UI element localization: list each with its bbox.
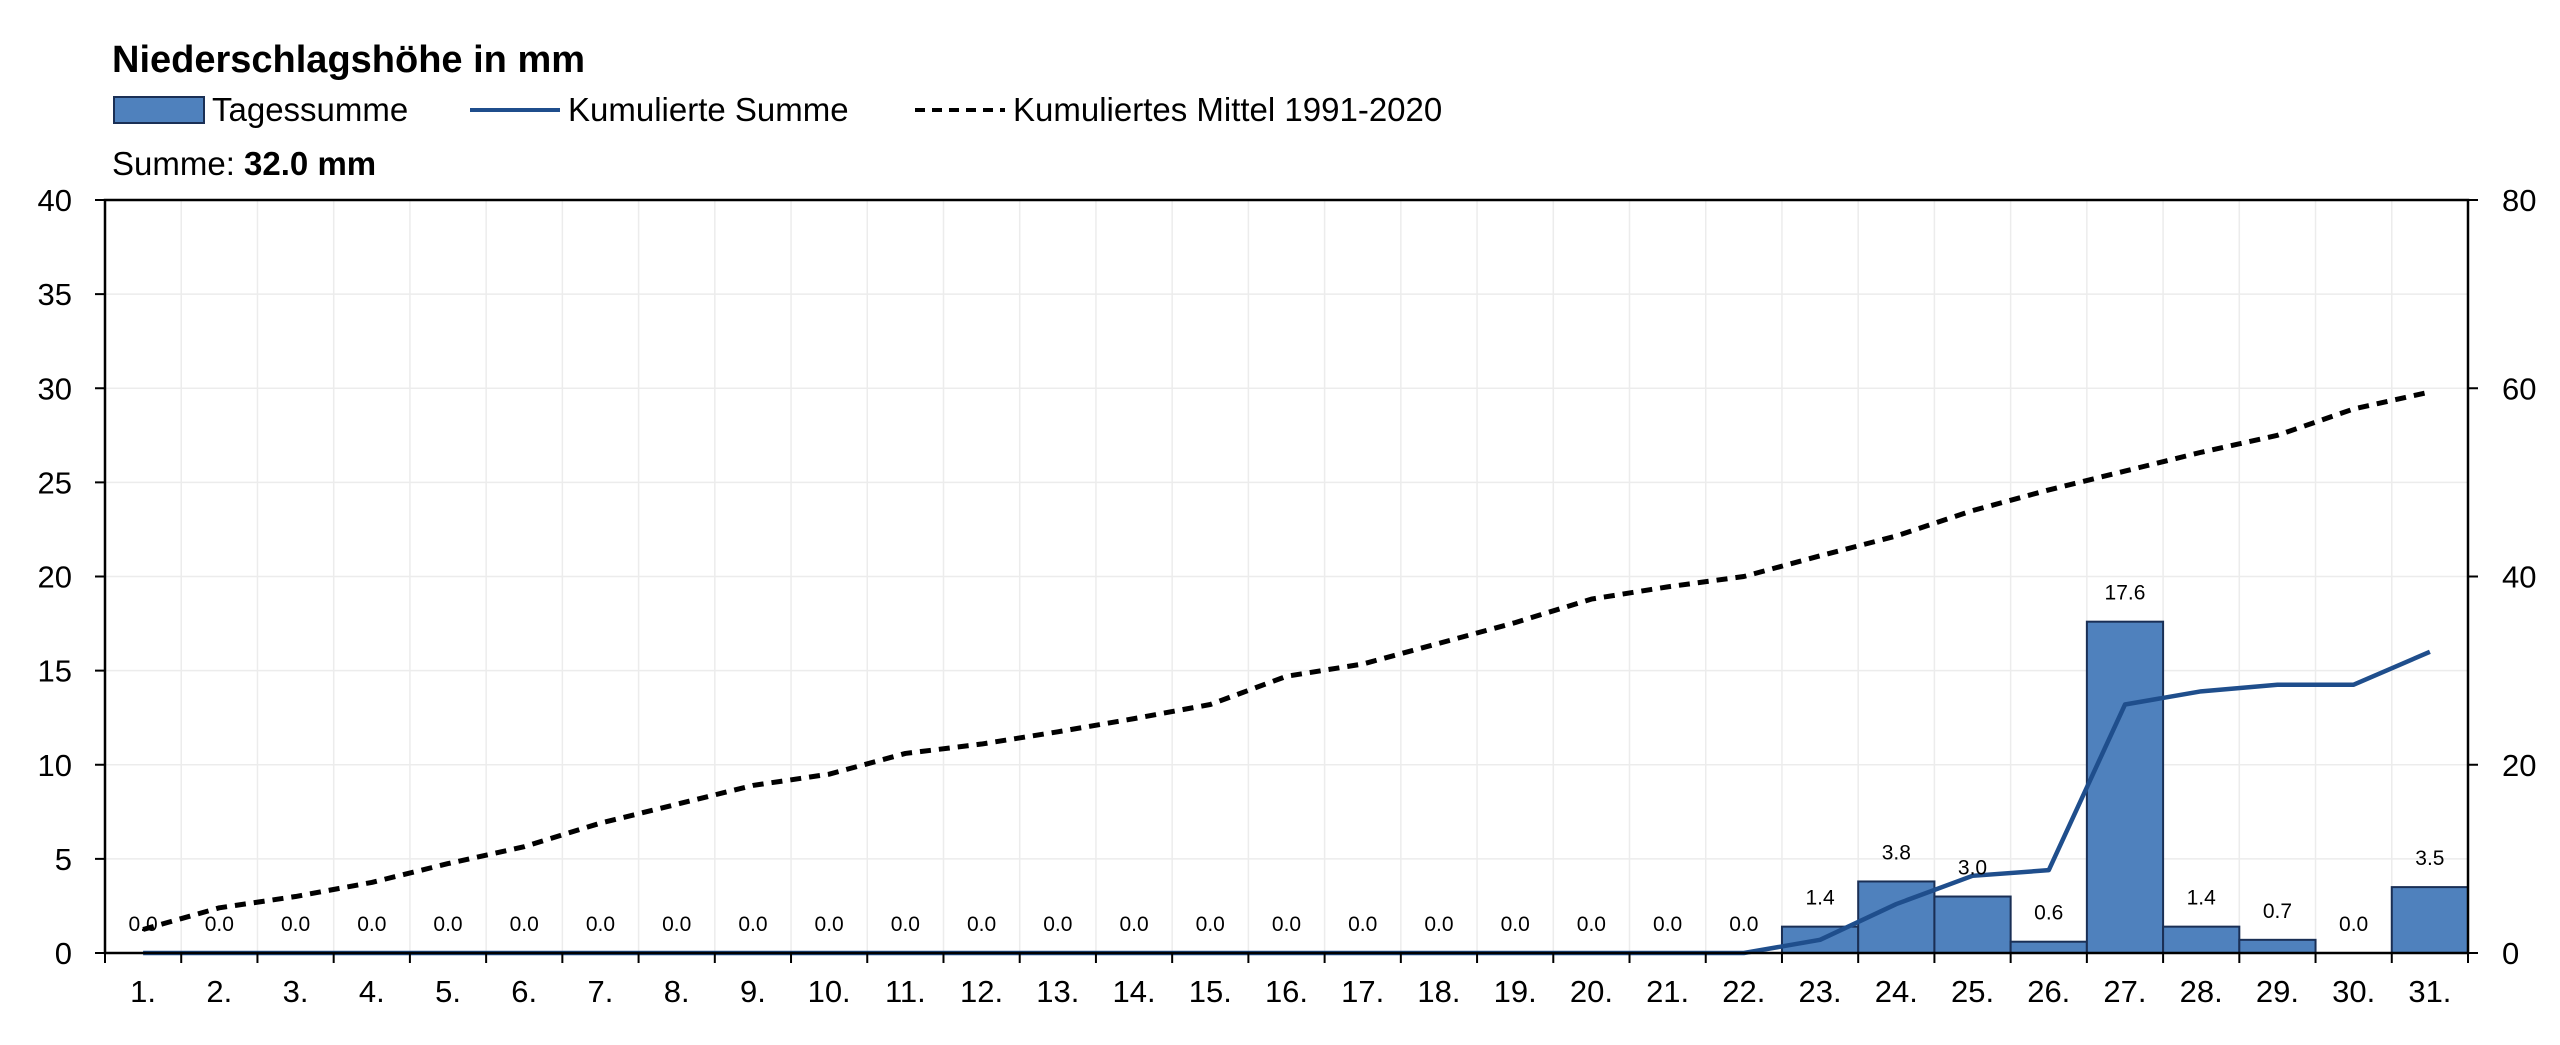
bar-data-label: 0.0: [1729, 913, 1758, 936]
x-tick-label: 13.: [1036, 974, 1079, 1009]
bar-data-label: 0.0: [510, 913, 539, 936]
x-tick-label: 16.: [1265, 974, 1308, 1009]
x-tick-label: 6.: [511, 974, 537, 1009]
bar-data-label: 0.6: [2034, 902, 2063, 925]
legend: Tagessumme Kumulierte Summe Kumuliertes …: [113, 91, 1442, 128]
bar-data-label: 0.0: [815, 913, 844, 936]
bar-data-label: 0.0: [1424, 913, 1453, 936]
y-left-tick-label: 10: [38, 748, 72, 783]
bar-data-label: 3.5: [2415, 847, 2444, 870]
bar-data-label: 0.0: [357, 913, 386, 936]
x-tick-label: 12.: [960, 974, 1003, 1009]
legend-label-kumuliertes-mittel: Kumuliertes Mittel 1991-2020: [1013, 91, 1442, 128]
legend-label-tagessumme: Tagessumme: [212, 91, 408, 128]
y-left-tick-label: 40: [38, 183, 72, 218]
y-left-tick-label: 5: [55, 842, 72, 877]
x-tick-label: 18.: [1417, 974, 1460, 1009]
x-tick-label: 23.: [1799, 974, 1842, 1009]
x-tick-label: 22.: [1722, 974, 1765, 1009]
bar-data-label: 0.0: [433, 913, 462, 936]
legend-label-kumulierte-summe: Kumulierte Summe: [568, 91, 849, 128]
summary-value: 32.0 mm: [244, 145, 376, 182]
line-kumuliertes-mittel: [142, 389, 2431, 932]
x-tick-label: 20.: [1570, 974, 1613, 1009]
x-tick-label: 10.: [808, 974, 851, 1009]
x-tick-label: 29.: [2256, 974, 2299, 1009]
x-tick-label: 25.: [1951, 974, 1994, 1009]
bar-data-label: 0.0: [586, 913, 615, 936]
bar-data-label: 0.0: [205, 913, 234, 936]
y-right-tick-label: 80: [2502, 183, 2536, 218]
x-tick-label: 2.: [206, 974, 232, 1009]
x-tick-label: 17.: [1341, 974, 1384, 1009]
y-left-tick-label: 0: [55, 936, 72, 971]
y-left-tick-label: 35: [38, 277, 72, 312]
x-tick-label: 11.: [885, 974, 926, 1009]
bar-tagessumme: [1933, 895, 2012, 955]
y-right-tick-label: 40: [2502, 560, 2536, 595]
y-left-tick-label: 25: [38, 465, 72, 500]
bar-data-label: 0.0: [129, 913, 158, 936]
summary-text: Summe: 32.0 mm: [112, 145, 376, 182]
x-tick-label: 3.: [283, 974, 309, 1009]
x-tick-label: 1.: [130, 974, 156, 1009]
bar-tagessumme: [2009, 940, 2088, 955]
y-left-tick-label: 30: [38, 371, 72, 406]
bar-data-label: 0.0: [1348, 913, 1377, 936]
bar-data-label: 0.0: [891, 913, 920, 936]
bar-tagessumme: [2085, 620, 2165, 954]
axes: 0 5 10 15 20 25 30 35 40 0 20 40 60 80 1. 2. 3. 4. 5. 6. 7. 8…: [38, 183, 2537, 1009]
bar-data-label: 0.0: [1653, 913, 1682, 936]
bar-data-label: 0.0: [281, 913, 310, 936]
bar-data-label: 0.7: [2263, 900, 2292, 923]
x-tick-label: 19.: [1494, 974, 1537, 1009]
y-left-tick-label: 15: [38, 654, 72, 689]
bar-data-label: 0.0: [662, 913, 691, 936]
bar-data-label: 0.0: [1043, 913, 1072, 936]
x-tick-label: 9.: [740, 974, 766, 1009]
x-tick-label: 21.: [1646, 974, 1689, 1009]
bar-data-label: 1.4: [2187, 887, 2217, 910]
x-tick-label: 31.: [2408, 974, 2451, 1009]
bar-data-label: 0.0: [738, 913, 767, 936]
bar-data-label: 0.0: [967, 913, 996, 936]
x-tick-label: 27.: [2103, 974, 2146, 1009]
bar-tagessumme: [2162, 925, 2241, 955]
y-right-tick-label: 0: [2502, 936, 2519, 971]
bar-data-label: 0.0: [1196, 913, 1225, 936]
bar-data-label: 3.0: [1958, 857, 1987, 880]
x-tick-label: 8.: [664, 974, 690, 1009]
x-tick-label: 30.: [2332, 974, 2375, 1009]
bar-data-label: 0.0: [2339, 913, 2368, 936]
x-tick-label: 5.: [435, 974, 461, 1009]
bar-data-label: 3.8: [1882, 841, 1911, 864]
x-tick-label: 15.: [1189, 974, 1232, 1009]
data-labels: 0.0 0.0 0.0 0.0 0.0 0.0 0.0 0.0 0.0 0.0 0.0 0.0 0.0 0…: [129, 582, 2445, 936]
bar-data-label: 1.4: [1805, 887, 1835, 910]
bar-data-label: 0.0: [1272, 913, 1301, 936]
y-right-tick-label: 20: [2502, 748, 2536, 783]
bars: [1780, 620, 2469, 955]
x-tick-label: 4.: [359, 974, 385, 1009]
x-tick-label: 7.: [588, 974, 614, 1009]
x-tick-label: 26.: [2027, 974, 2070, 1009]
y-left-tick-label: 20: [38, 560, 72, 595]
y-right-tick-label: 60: [2502, 371, 2536, 406]
chart-title: Niederschlagshöhe in mm: [112, 39, 585, 81]
bar-data-label: 0.0: [1577, 913, 1606, 936]
x-tick-label: 28.: [2180, 974, 2223, 1009]
legend-bar-swatch: [113, 96, 205, 124]
summary-label: Summe:: [112, 145, 244, 182]
x-tick-label: 14.: [1112, 974, 1155, 1009]
bar-data-label: 0.0: [1501, 913, 1530, 936]
bar-data-label: 0.0: [1119, 913, 1148, 936]
bar-tagessumme: [2390, 886, 2469, 954]
x-tick-label: 24.: [1875, 974, 1918, 1009]
bar-data-label: 17.6: [2105, 582, 2146, 605]
bar-tagessumme: [2238, 938, 2317, 955]
